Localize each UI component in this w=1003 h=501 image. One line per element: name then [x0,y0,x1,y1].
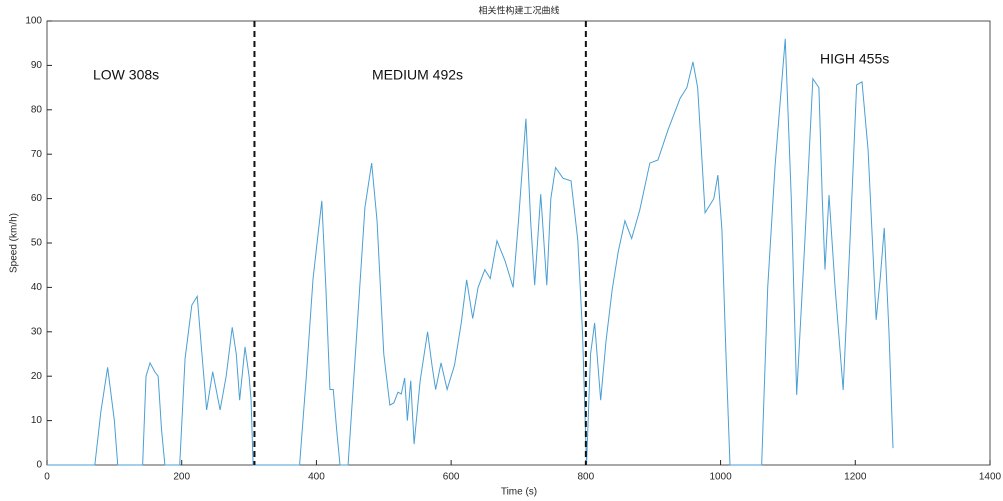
y-tick-label: 10 [31,415,43,426]
y-tick-label: 50 [31,238,43,249]
annotation: LOW 308s [93,67,159,83]
chart-title: 相关性构建工况曲线 [478,5,559,17]
y-tick-label: 20 [31,371,43,382]
y-tick-label: 30 [31,326,43,337]
y-tick-label: 60 [31,193,43,204]
x-tick-label: 400 [308,472,325,483]
x-tick-label: 1000 [709,472,732,483]
line-series [47,38,894,466]
y-tick-label: 40 [31,282,43,293]
y-tick-label: 80 [31,104,43,115]
annotation: HIGH 455s [820,51,889,67]
x-tick-label: 0 [44,472,50,483]
x-axis-label: Time (s) [501,487,537,498]
x-tick-label: 1400 [979,472,1002,483]
x-tick-label: 600 [443,472,460,483]
plot-frame [46,20,991,466]
annotation: MEDIUM 492s [372,67,463,83]
y-tick-label: 90 [31,60,43,71]
y-axis-label: Speed (km/h) [9,213,20,273]
x-tick-label: 200 [173,472,190,483]
y-tick-label: 0 [36,460,42,471]
x-tick-label: 1200 [844,472,867,483]
x-tick-label: 800 [578,472,595,483]
y-tick-label: 100 [25,16,42,27]
y-tick-label: 70 [31,149,43,160]
